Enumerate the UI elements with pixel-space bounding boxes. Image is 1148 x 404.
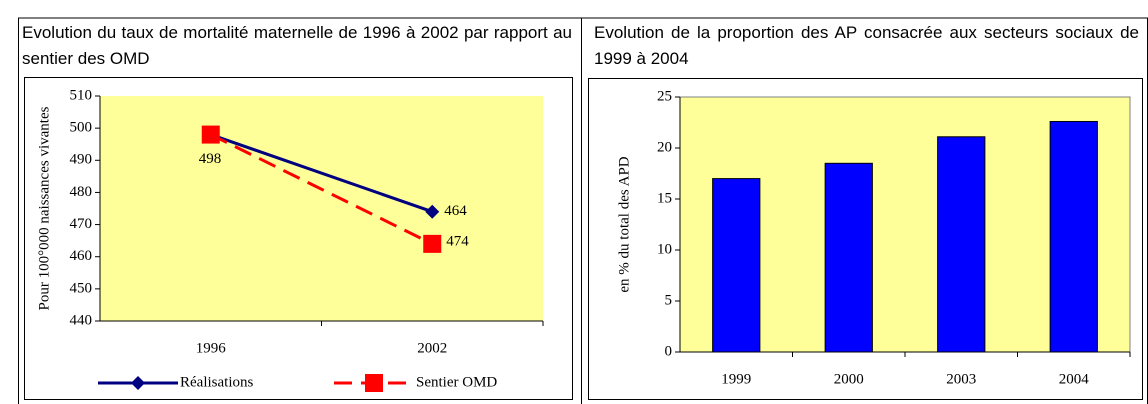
y-tick-label: 450	[70, 280, 93, 296]
bar	[824, 162, 873, 353]
bar	[937, 136, 986, 353]
marker	[425, 204, 440, 219]
y-tick-label: 500	[70, 120, 93, 136]
x-tick-label: 1996	[196, 340, 227, 356]
x-tick-label: 2004	[1059, 371, 1090, 387]
marker	[365, 374, 383, 392]
annotation: 474	[446, 233, 469, 249]
y-tick-label: 490	[70, 152, 93, 168]
legend-label: Sentier OMD	[416, 374, 497, 390]
y-tick-label: 510	[70, 87, 93, 103]
y-tick-label: 25	[657, 88, 672, 104]
y-tick-label: 460	[70, 248, 93, 264]
legend-label: Réalisations	[180, 374, 253, 390]
x-tick-label: 1999	[721, 371, 751, 387]
x-tick-label: 2003	[946, 371, 976, 387]
data-label: 464	[444, 203, 467, 219]
plot-area	[100, 96, 543, 321]
y-tick-label: 480	[70, 184, 93, 200]
y-tick-label: 5	[665, 292, 673, 308]
marker	[423, 234, 442, 253]
marker	[201, 125, 220, 144]
bar	[712, 178, 761, 353]
y-tick-label: 20	[657, 139, 672, 155]
y-tick-label: 470	[70, 216, 93, 232]
y-tick-label: 0	[665, 343, 673, 359]
y-axis-title: en % du total des APD	[616, 156, 632, 292]
y-tick-label: 15	[657, 190, 672, 206]
chart-title: Evolution du taux de mortalité maternell…	[22, 23, 572, 68]
marker	[131, 376, 145, 390]
series-line	[210, 133, 433, 214]
data-label: 498	[199, 151, 222, 167]
y-axis-title: Pour 100°000 naissances vivantes	[36, 106, 52, 310]
series-line	[210, 133, 433, 246]
y-tick-label: 440	[70, 312, 93, 328]
y-tick-label: 10	[657, 241, 672, 257]
chart-title: Evolution de la proportion des AP consac…	[594, 23, 1139, 68]
x-tick-label: 2002	[417, 340, 447, 356]
x-tick-label: 2000	[834, 371, 864, 387]
bar	[1049, 120, 1098, 353]
